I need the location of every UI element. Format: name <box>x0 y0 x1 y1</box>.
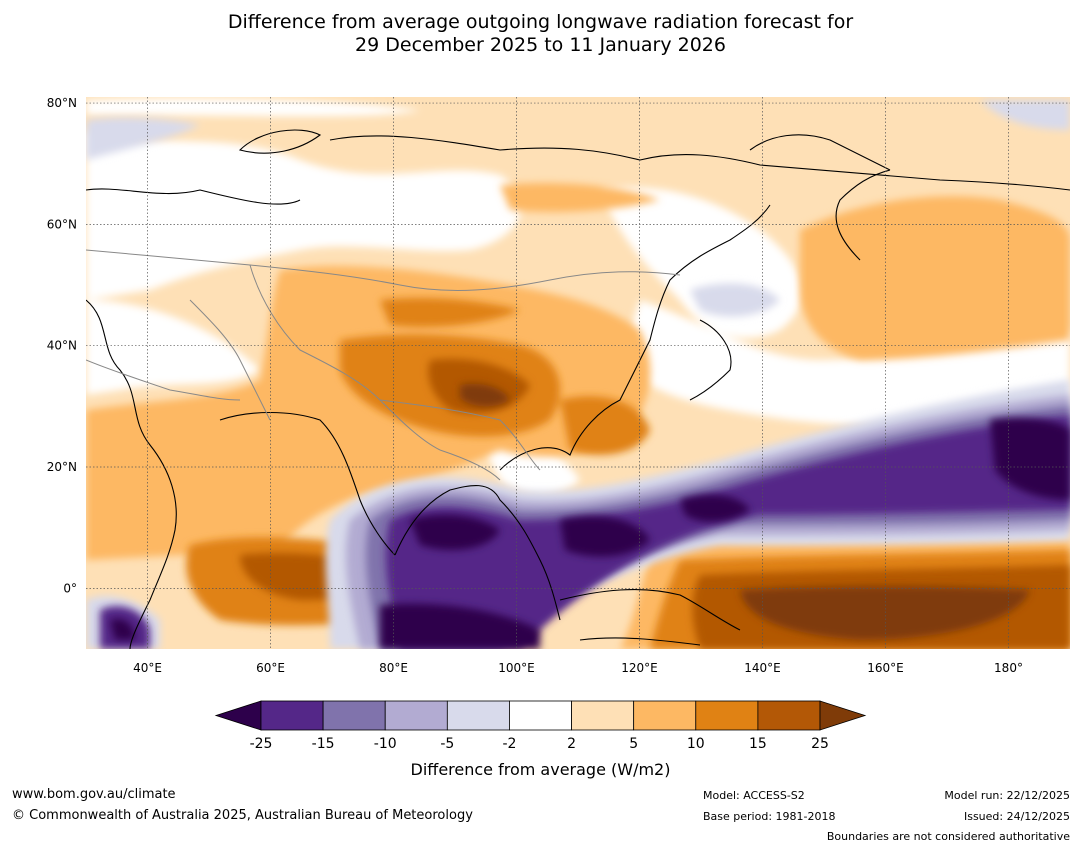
latitude-label: 0° <box>63 581 77 595</box>
longitude-label: 80°E <box>379 661 408 675</box>
longitude-label: 60°E <box>256 661 285 675</box>
colorbar-segment <box>260 700 324 731</box>
chart-title-line-2: 29 December 2025 to 11 January 2026 <box>355 34 726 56</box>
longitude-label: 180° <box>994 661 1023 675</box>
copyright-notice: © Commonwealth of Australia 2025, Austra… <box>12 808 473 823</box>
latitude-label: 60°N <box>47 217 77 231</box>
colorbar-tick-label: -5 <box>440 736 454 752</box>
colorbar-segment <box>571 700 635 731</box>
colorbar-tick-label: 25 <box>811 736 829 752</box>
colorbar-extend-low <box>214 700 262 731</box>
latitude-label: 40°N <box>47 339 77 353</box>
latitude-labels: 80°N 60°N 40°N 20°N 0° <box>47 96 77 595</box>
chart-title-line-1: Difference from average outgoing longwav… <box>227 11 854 33</box>
colorbar <box>214 700 867 731</box>
colorbar-tick-label: -25 <box>250 736 273 752</box>
longitude-label: 40°E <box>133 661 162 675</box>
colorbar-tick-label: 10 <box>687 736 705 752</box>
model-name: Model: ACCESS-S2 <box>703 789 805 802</box>
model-run-date: Model run: 22/12/2025 <box>944 789 1070 802</box>
country-borders <box>86 249 681 481</box>
colorbar-extend-high <box>819 700 867 731</box>
boundary-disclaimer: Boundaries are not considered authoritat… <box>826 830 1070 843</box>
longitude-label: 140°E <box>744 661 781 675</box>
latitude-label: 80°N <box>47 96 77 110</box>
longitude-label: 120°E <box>621 661 658 675</box>
longitude-labels: 40°E 60°E 80°E 100°E 120°E 140°E 160°E 180° <box>133 661 1023 675</box>
longitude-label: 100°E <box>498 661 535 675</box>
base-period: Base period: 1981-2018 <box>703 810 836 823</box>
website-link[interactable]: www.bom.gov.au/climate <box>12 787 176 802</box>
colorbar-tick-label: -15 <box>312 736 335 752</box>
colorbar-tick-label: -10 <box>374 736 397 752</box>
colorbar-ticks: -25 -15 -10 -5 -2 2 5 10 15 25 <box>250 736 829 752</box>
colorbar-segment <box>384 700 448 731</box>
colorbar-tick-label: 5 <box>629 736 638 752</box>
colorbar-segment <box>695 700 759 731</box>
colorbar-segment <box>322 700 386 731</box>
colorbar-segment <box>757 700 821 731</box>
colorbar-segment <box>509 700 572 731</box>
colorbar-tick-label: 15 <box>749 736 767 752</box>
colorbar-label: Difference from average (W/m2) <box>410 760 671 779</box>
colorbar-tick-label: 2 <box>567 736 576 752</box>
colorbar-segment <box>446 700 510 731</box>
colorbar-tick-label: -2 <box>502 736 516 752</box>
colorbar-segment <box>633 700 697 731</box>
latitude-label: 20°N <box>47 460 77 474</box>
graticule <box>86 97 1070 649</box>
longitude-label: 160°E <box>867 661 904 675</box>
coastlines <box>86 129 1070 649</box>
anomaly-field <box>86 97 1070 649</box>
issued-date: Issued: 24/12/2025 <box>963 810 1070 823</box>
